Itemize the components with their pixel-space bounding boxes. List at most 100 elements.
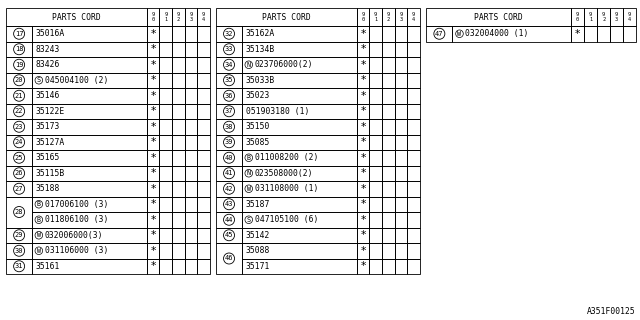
Text: *: * xyxy=(150,91,156,101)
Text: *: * xyxy=(360,29,365,39)
Bar xyxy=(356,259,369,274)
Text: 9
3: 9 3 xyxy=(189,12,193,22)
Text: 25: 25 xyxy=(15,155,24,161)
Text: 35187: 35187 xyxy=(246,200,270,209)
Text: 83426: 83426 xyxy=(36,60,60,69)
Text: *: * xyxy=(360,230,365,240)
Text: 26: 26 xyxy=(15,170,24,176)
Text: *: * xyxy=(575,29,580,39)
Bar xyxy=(610,8,623,26)
Text: 9
1: 9 1 xyxy=(374,12,377,22)
Bar xyxy=(32,88,147,103)
Text: 21: 21 xyxy=(15,93,24,99)
Bar xyxy=(407,181,420,196)
Bar xyxy=(216,119,242,134)
Text: *: * xyxy=(360,153,365,163)
Text: 9
1: 9 1 xyxy=(164,12,167,22)
Bar xyxy=(369,181,382,196)
Bar xyxy=(216,196,242,212)
Bar xyxy=(6,259,32,274)
Bar xyxy=(147,26,159,42)
Bar xyxy=(159,228,172,243)
Bar xyxy=(242,103,356,119)
Bar xyxy=(172,8,185,26)
Bar xyxy=(147,119,159,134)
Bar xyxy=(395,88,407,103)
Text: *: * xyxy=(150,246,156,256)
Bar xyxy=(356,119,369,134)
Text: 18: 18 xyxy=(15,46,24,52)
Bar xyxy=(185,228,197,243)
Bar xyxy=(407,57,420,73)
Text: *: * xyxy=(150,261,156,271)
Bar xyxy=(407,103,420,119)
Bar xyxy=(216,73,242,88)
Bar xyxy=(197,8,210,26)
Bar xyxy=(369,88,382,103)
Bar xyxy=(185,165,197,181)
Bar xyxy=(32,103,147,119)
Bar xyxy=(159,181,172,196)
Bar xyxy=(369,57,382,73)
Bar xyxy=(216,165,242,181)
Text: 9
3: 9 3 xyxy=(399,12,403,22)
Text: 43: 43 xyxy=(225,201,234,207)
Text: 35134B: 35134B xyxy=(246,45,275,54)
Text: 27: 27 xyxy=(15,186,24,192)
Bar xyxy=(32,57,147,73)
Bar xyxy=(369,8,382,26)
Bar xyxy=(356,57,369,73)
Bar xyxy=(356,103,369,119)
Bar xyxy=(197,181,210,196)
Bar xyxy=(185,259,197,274)
Text: 017006100 (3): 017006100 (3) xyxy=(45,200,108,209)
Text: 20: 20 xyxy=(15,77,24,83)
Text: *: * xyxy=(150,230,156,240)
Bar xyxy=(185,196,197,212)
Bar xyxy=(147,165,159,181)
Bar xyxy=(32,228,147,243)
Text: *: * xyxy=(150,168,156,178)
Bar xyxy=(369,26,382,42)
Bar xyxy=(172,134,185,150)
Bar xyxy=(172,228,185,243)
Bar xyxy=(197,259,210,274)
Bar xyxy=(6,228,32,243)
Bar xyxy=(623,8,636,26)
Text: S: S xyxy=(247,217,251,223)
Bar xyxy=(197,88,210,103)
Bar xyxy=(395,8,407,26)
Text: B: B xyxy=(37,201,41,207)
Text: 35115B: 35115B xyxy=(36,169,65,178)
Text: N: N xyxy=(247,170,251,176)
Text: 23: 23 xyxy=(15,124,24,130)
Bar xyxy=(395,73,407,88)
Text: 36: 36 xyxy=(225,93,234,99)
Bar xyxy=(407,134,420,150)
Bar xyxy=(197,134,210,150)
Text: 35162A: 35162A xyxy=(246,29,275,38)
Bar xyxy=(197,57,210,73)
Bar xyxy=(32,196,147,212)
Text: 35088: 35088 xyxy=(246,246,270,255)
Text: *: * xyxy=(360,122,365,132)
Text: 31: 31 xyxy=(15,263,24,269)
Bar xyxy=(197,26,210,42)
Bar xyxy=(172,103,185,119)
Bar xyxy=(197,212,210,228)
Bar xyxy=(197,228,210,243)
Text: *: * xyxy=(360,246,365,256)
Text: PARTS CORD: PARTS CORD xyxy=(262,12,311,21)
Text: B: B xyxy=(247,155,251,161)
Bar xyxy=(395,42,407,57)
Bar xyxy=(356,212,369,228)
Bar xyxy=(242,42,356,57)
Text: *: * xyxy=(360,60,365,70)
Text: 011806100 (3): 011806100 (3) xyxy=(45,215,108,224)
Bar xyxy=(147,42,159,57)
Bar xyxy=(197,150,210,165)
Bar xyxy=(382,196,395,212)
Text: 032006000(3): 032006000(3) xyxy=(45,231,103,240)
Bar xyxy=(147,259,159,274)
Text: 9
1: 9 1 xyxy=(589,12,592,22)
